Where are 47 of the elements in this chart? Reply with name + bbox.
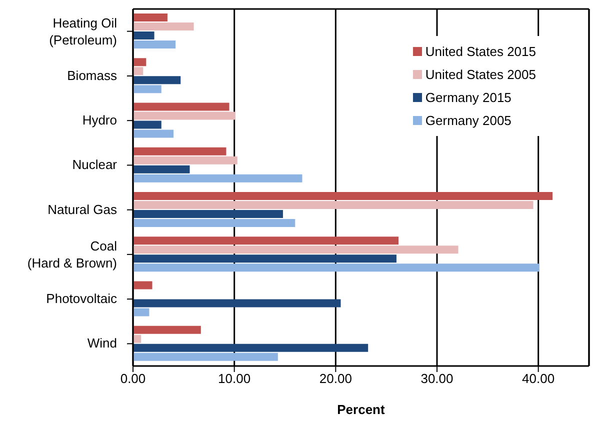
bar — [133, 22, 194, 30]
bar — [133, 40, 176, 48]
x-tick-label: 40.00 — [522, 371, 555, 386]
bar — [133, 174, 302, 182]
bar — [133, 76, 181, 84]
bar — [133, 147, 226, 156]
y-tick-label: Coal (Hard & Brown) — [27, 238, 118, 270]
x-axis-title: Percent — [337, 402, 386, 417]
x-tick-label: 0.00 — [120, 371, 146, 386]
bar — [133, 200, 534, 209]
y-tick-label: Heating Oil (Petroleum) — [49, 15, 118, 48]
bar — [133, 264, 540, 272]
bar — [133, 236, 398, 245]
y-tick-label: Wind — [87, 336, 117, 351]
bar — [133, 281, 152, 290]
bar — [133, 299, 341, 308]
legend-label: United States 2015 — [425, 44, 536, 59]
bar — [133, 210, 283, 218]
bar — [133, 246, 458, 254]
bar — [133, 31, 154, 40]
bar — [133, 112, 236, 120]
bar — [133, 218, 296, 227]
bar — [133, 102, 230, 111]
bar — [133, 130, 174, 138]
bar — [133, 85, 162, 94]
y-tick-label: Nuclear — [72, 157, 118, 172]
bar — [133, 13, 168, 22]
legend-label: United States 2005 — [425, 67, 536, 82]
bar — [133, 58, 146, 66]
x-tick-label: 30.00 — [420, 371, 454, 386]
bar — [133, 326, 201, 334]
x-tick-label: 10.00 — [218, 371, 251, 386]
legend-label: Germany 2015 — [425, 90, 512, 105]
y-tick-label: Natural Gas — [48, 202, 118, 217]
y-tick-label: Biomass — [67, 68, 118, 83]
y-tick-label: Hydro — [82, 112, 117, 128]
x-tick-label: 20.00 — [319, 371, 352, 386]
y-tick-label: Photovoltaic — [46, 291, 118, 306]
bar — [133, 192, 553, 200]
bar — [133, 165, 190, 174]
bar — [133, 156, 238, 164]
bar — [133, 254, 396, 263]
bar — [133, 308, 150, 316]
legend-label: Germany 2005 — [425, 113, 512, 128]
bar — [133, 120, 162, 129]
bar — [133, 352, 278, 361]
bar — [133, 344, 368, 352]
